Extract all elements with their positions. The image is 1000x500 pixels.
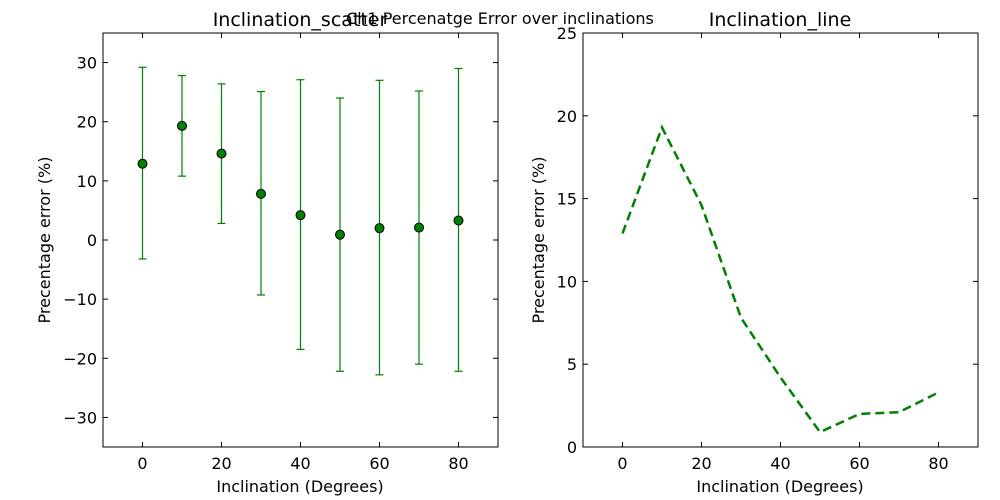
x-tick-label: 0	[617, 454, 627, 473]
y-tick-label: 20	[557, 107, 577, 126]
scatter-ticks: 0 20 40 60 80 30 20 10 0 −10 −20 −30	[63, 33, 498, 473]
scatter-point	[177, 120, 187, 131]
scatter-point	[414, 222, 424, 233]
scatter-point	[295, 210, 306, 221]
y-tick-label: 15	[557, 190, 577, 209]
y-tick-label: −20	[63, 349, 97, 368]
scatter-point	[216, 148, 227, 159]
figure-suptitle: Ch1 Percenatge Error over inclinations	[346, 9, 654, 28]
x-tick-label: 60	[849, 454, 869, 473]
scatter-point	[137, 158, 148, 169]
y-tick-label: 0	[567, 438, 577, 457]
scatter-panel: Inclination_scatter 0 20 40 60 80 30 20 10 0 −10 −…	[35, 9, 499, 496]
x-tick-label: 80	[448, 454, 468, 473]
line-panel: Inclination_line 0 20 40 60 80 25 20 15 10 5 0 Inc…	[529, 9, 979, 496]
line-plot-area	[582, 32, 979, 448]
x-tick-label: 0	[137, 454, 147, 473]
y-tick-label: 20	[77, 113, 97, 132]
y-tick-label: 10	[557, 272, 577, 291]
y-tick-label: 0	[87, 231, 97, 250]
x-tick-label: 20	[691, 454, 711, 473]
y-tick-label: 25	[557, 24, 577, 43]
line-series	[621, 124, 940, 434]
y-tick-label: 5	[567, 355, 577, 374]
line-y-axis-label: Precentage error (%)	[529, 157, 548, 324]
scatter-point	[453, 215, 464, 226]
scatter-y-axis-label: Precentage error (%)	[35, 157, 54, 324]
y-tick-label: −10	[63, 290, 97, 309]
scatter-point	[335, 229, 345, 240]
scatter-points	[137, 120, 464, 240]
x-tick-label: 80	[928, 454, 948, 473]
y-tick-label: 10	[77, 172, 97, 191]
scatter-errorbars	[138, 66, 463, 376]
y-tick-label: −30	[63, 408, 97, 427]
x-tick-label: 60	[369, 454, 389, 473]
scatter-point	[256, 188, 266, 199]
scatter-title: Inclination_scatter	[213, 9, 388, 31]
x-tick-label: 40	[290, 454, 310, 473]
line-title: Inclination_line	[709, 9, 852, 31]
scatter-point	[374, 223, 385, 234]
x-tick-label: 40	[770, 454, 790, 473]
y-tick-label: 30	[77, 54, 97, 73]
line-ticks: 0 20 40 60 80 25 20 15 10 5 0	[557, 24, 978, 473]
x-tick-label: 20	[211, 454, 231, 473]
scatter-x-axis-label: Inclination (Degrees)	[216, 477, 383, 496]
line-x-axis-label: Inclination (Degrees)	[696, 477, 863, 496]
